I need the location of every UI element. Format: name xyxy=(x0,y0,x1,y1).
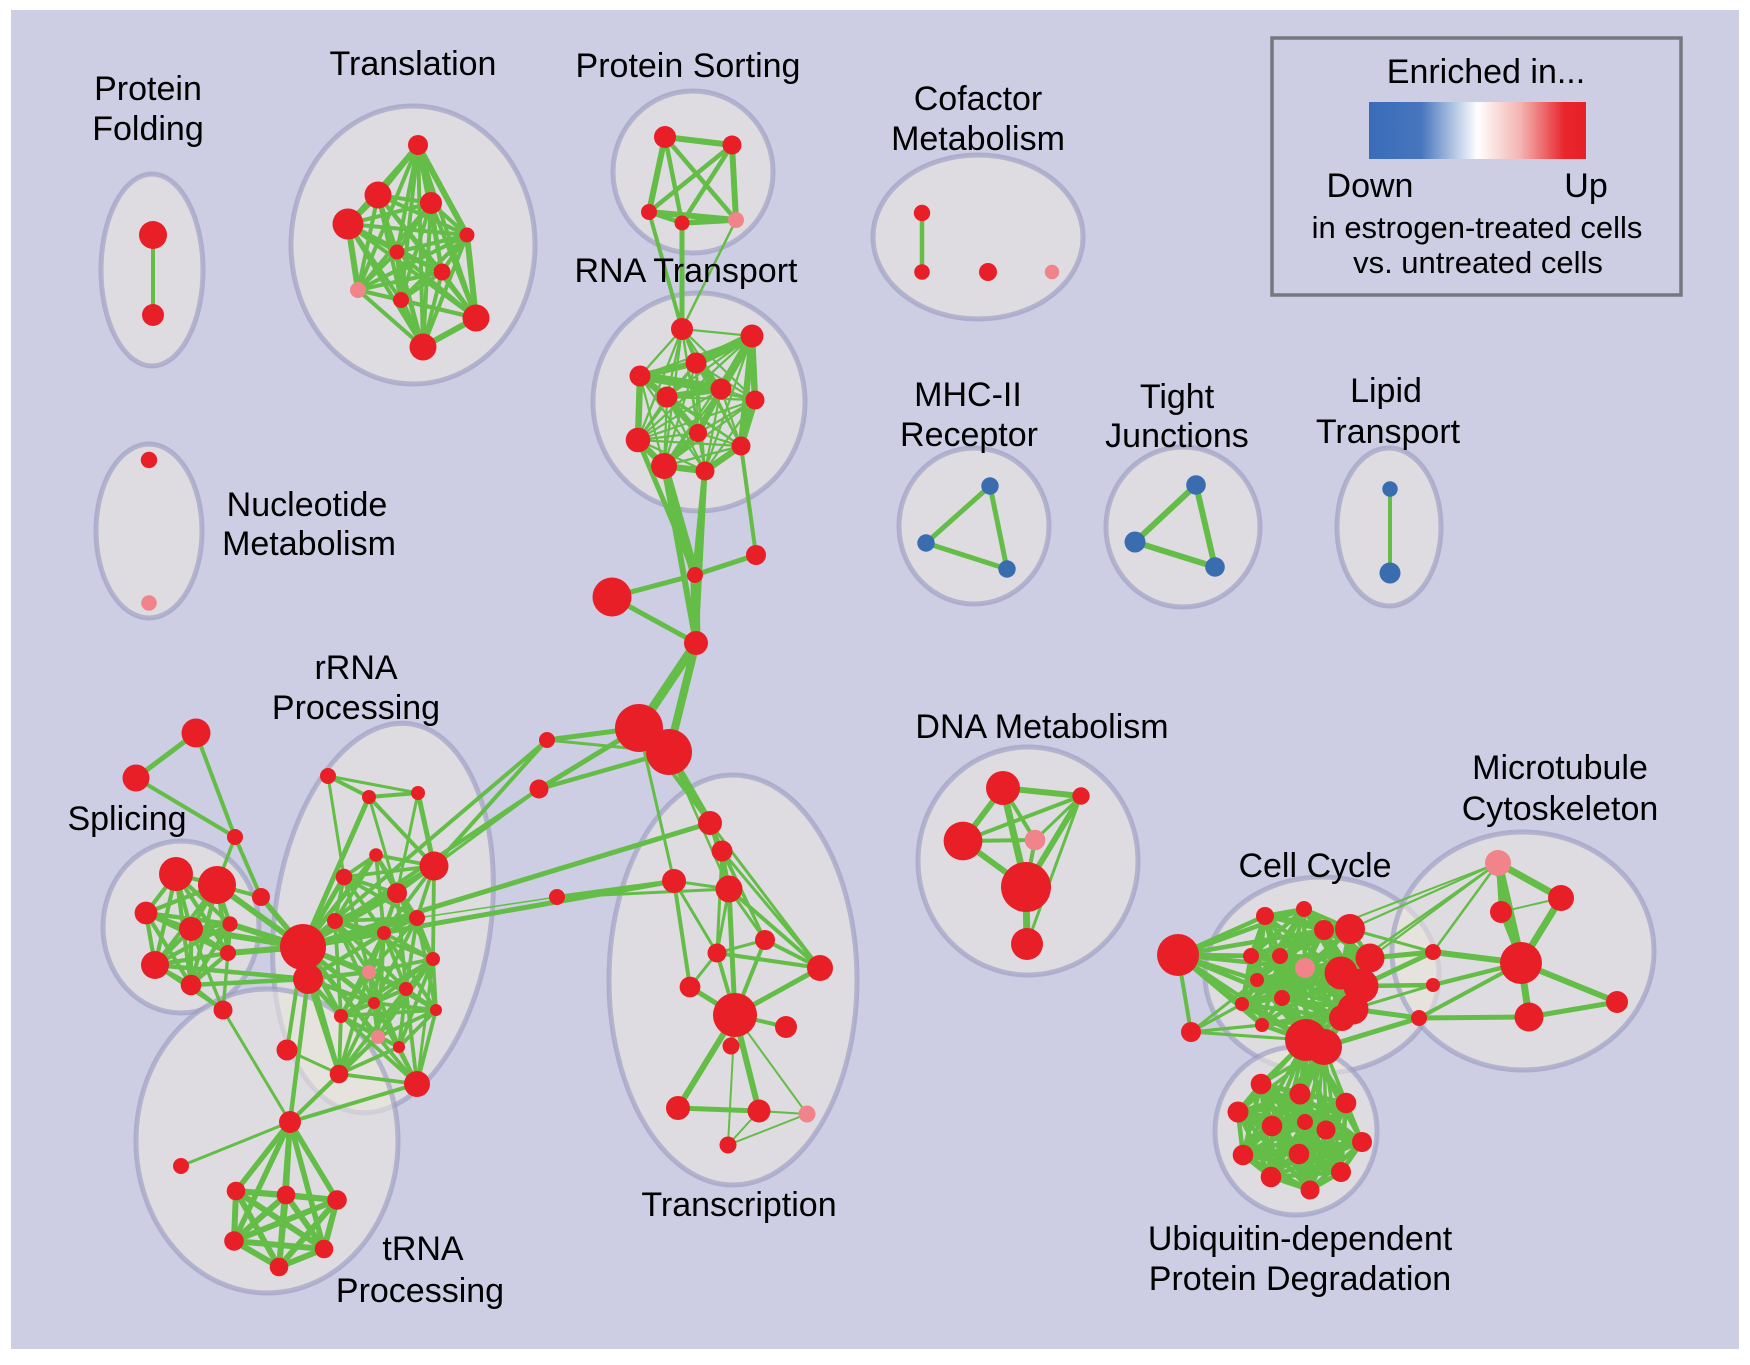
svg-text:Nucleotide: Nucleotide xyxy=(227,486,388,524)
svg-text:Splicing: Splicing xyxy=(67,800,186,838)
svg-text:Ubiquitin-dependent: Ubiquitin-dependent xyxy=(1148,1220,1453,1258)
svg-text:tRNA: tRNA xyxy=(382,1230,464,1268)
svg-text:Cytoskeleton: Cytoskeleton xyxy=(1462,790,1659,828)
svg-text:Microtubule: Microtubule xyxy=(1472,749,1648,787)
svg-text:rRNA: rRNA xyxy=(314,649,397,687)
svg-text:MHC-II: MHC-II xyxy=(914,376,1022,414)
svg-text:Transcription: Transcription xyxy=(641,1186,836,1224)
svg-text:Transport: Transport xyxy=(1316,413,1461,451)
svg-text:Enriched in...: Enriched in... xyxy=(1387,53,1585,91)
svg-text:Down: Down xyxy=(1327,167,1414,205)
svg-text:Protein Sorting: Protein Sorting xyxy=(576,47,801,85)
svg-text:Translation: Translation xyxy=(330,45,497,83)
svg-text:Receptor: Receptor xyxy=(900,416,1038,454)
svg-text:DNA Metabolism: DNA Metabolism xyxy=(915,708,1168,746)
svg-text:Cofactor: Cofactor xyxy=(914,80,1043,118)
svg-text:Processing: Processing xyxy=(336,1272,504,1310)
svg-text:RNA Transport: RNA Transport xyxy=(575,252,799,290)
svg-text:in estrogen-treated cells: in estrogen-treated cells xyxy=(1312,210,1643,245)
svg-text:Protein Degradation: Protein Degradation xyxy=(1149,1260,1451,1298)
svg-text:Lipid: Lipid xyxy=(1350,372,1422,410)
svg-text:Tight: Tight xyxy=(1140,378,1215,416)
svg-text:Folding: Folding xyxy=(92,110,204,148)
svg-text:Protein: Protein xyxy=(94,70,202,108)
svg-text:Junctions: Junctions xyxy=(1105,417,1249,455)
svg-text:Up: Up xyxy=(1564,167,1607,205)
svg-text:Cell Cycle: Cell Cycle xyxy=(1238,847,1391,885)
svg-text:Metabolism: Metabolism xyxy=(891,120,1065,158)
svg-text:Processing: Processing xyxy=(272,689,440,727)
svg-text:vs. untreated cells: vs. untreated cells xyxy=(1353,245,1603,280)
svg-text:Metabolism: Metabolism xyxy=(222,525,396,563)
